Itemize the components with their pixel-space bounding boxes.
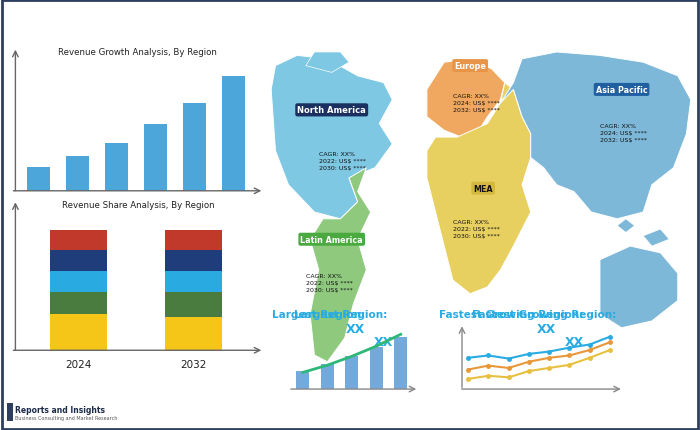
Text: CAGR: XX%
2022: US$ ****
2030: US$ ****: CAGR: XX% 2022: US$ **** 2030: US$ ****: [306, 273, 353, 292]
Polygon shape: [500, 53, 691, 219]
Bar: [27, 167, 50, 191]
Text: 2032: 2032: [181, 359, 206, 369]
Bar: [222, 77, 245, 191]
Text: XX: XX: [536, 322, 556, 335]
Text: Revenue Growth Analysis, By Region: Revenue Growth Analysis, By Region: [59, 48, 217, 56]
Text: Asia Pacific: Asia Pacific: [596, 86, 648, 95]
Text: Largest Region:: Largest Region:: [272, 309, 365, 319]
Bar: [183, 104, 206, 191]
Polygon shape: [427, 60, 505, 138]
Text: CAGR: XX%
2024: US$ ****
2032: US$ ****: CAGR: XX% 2024: US$ **** 2032: US$ ****: [453, 94, 500, 113]
Bar: [296, 372, 309, 389]
Text: Revenue Share Analysis, By Region: Revenue Share Analysis, By Region: [62, 200, 214, 209]
Bar: [165, 293, 223, 317]
Text: XX: XX: [564, 335, 584, 348]
Bar: [165, 230, 223, 251]
Bar: [321, 364, 334, 389]
Bar: [144, 124, 167, 191]
Text: Latin America: Latin America: [300, 235, 363, 244]
Text: Fastest Growing Region:: Fastest Growing Region:: [472, 310, 616, 319]
Text: CAGR: XX%
2022: US$ ****
2030: US$ ****: CAGR: XX% 2022: US$ **** 2030: US$ ****: [318, 151, 365, 170]
Bar: [106, 144, 128, 191]
Polygon shape: [271, 56, 392, 219]
Text: Fastest Growing Region:: Fastest Growing Region:: [439, 309, 583, 319]
Text: Largest Region:: Largest Region:: [294, 310, 387, 319]
Polygon shape: [643, 230, 669, 246]
Bar: [345, 356, 358, 389]
Bar: [66, 156, 89, 191]
Polygon shape: [600, 246, 678, 328]
Text: Business Consulting and Market Research: Business Consulting and Market Research: [15, 415, 118, 420]
Text: XX: XX: [346, 322, 365, 335]
Text: MEA: MEA: [473, 184, 493, 193]
Text: GLOBAL AGRICULTURE EQUIPMENT MARKET REGIONAL LEVEL ANALYSIS: GLOBAL AGRICULTURE EQUIPMENT MARKET REGI…: [77, 17, 623, 31]
Text: XX: XX: [374, 335, 393, 348]
Text: CAGR: XX%
2022: US$ ****
2030: US$ ****: CAGR: XX% 2022: US$ **** 2030: US$ ****: [453, 219, 500, 238]
Polygon shape: [617, 219, 634, 233]
Bar: [50, 314, 107, 350]
Bar: [165, 251, 223, 271]
Polygon shape: [427, 83, 531, 294]
Text: Reports and Insights: Reports and Insights: [15, 405, 106, 414]
Bar: [370, 347, 383, 389]
Bar: [165, 271, 223, 293]
Bar: [165, 317, 223, 350]
Bar: [50, 251, 107, 271]
Bar: [394, 337, 407, 389]
Text: 2024: 2024: [66, 359, 92, 369]
Bar: [50, 293, 107, 314]
Text: Europe: Europe: [454, 62, 486, 71]
Polygon shape: [310, 168, 371, 362]
Text: North America: North America: [298, 106, 366, 115]
Bar: [50, 230, 107, 251]
Text: CAGR: XX%
2024: US$ ****
2032: US$ ****: CAGR: XX% 2024: US$ **** 2032: US$ ****: [600, 124, 647, 143]
Polygon shape: [306, 53, 349, 73]
Bar: [50, 271, 107, 293]
